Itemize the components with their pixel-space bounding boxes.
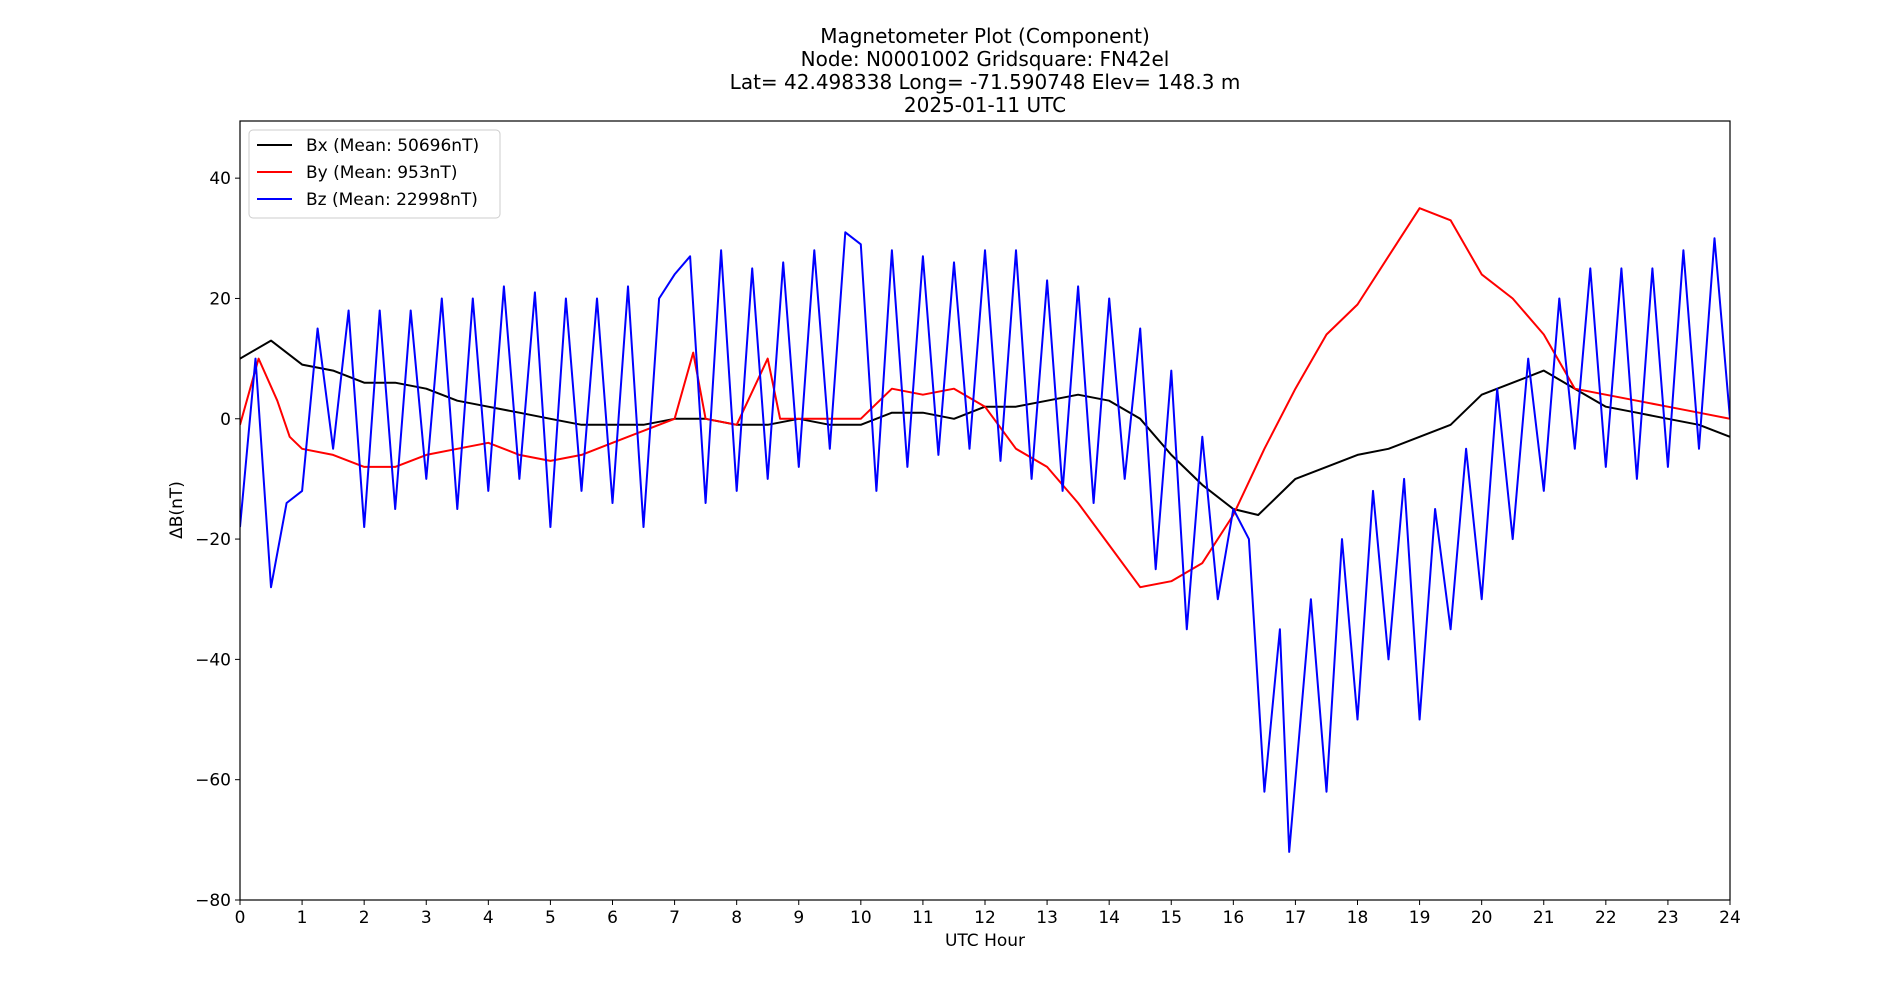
x-tick-label: 10	[850, 908, 872, 928]
x-axis-label: UTC Hour	[945, 931, 1025, 951]
y-tick-label: −20	[195, 530, 231, 550]
x-tick-label: 13	[1036, 908, 1058, 928]
title-line-2: Node: N0001002 Gridsquare: FN42el	[801, 47, 1170, 71]
x-tick-label: 9	[793, 908, 804, 928]
y-tick-label: 40	[209, 169, 231, 189]
x-tick-label: 19	[1409, 908, 1431, 928]
x-tick-label: 7	[669, 908, 680, 928]
legend-entry: Bx (Mean: 50696nT)	[306, 136, 479, 156]
x-tick-label: 12	[974, 908, 996, 928]
x-tick-label: 16	[1223, 908, 1245, 928]
series-line-bz	[240, 231, 1730, 853]
y-tick-label: −80	[195, 891, 231, 911]
x-tick-label: 20	[1471, 908, 1493, 928]
x-tick-label: 11	[912, 908, 934, 928]
y-tick-label: 20	[209, 289, 231, 309]
series-line-bx	[240, 339, 1730, 516]
y-axis-label: ΔB(nT)	[167, 481, 187, 539]
series-line-by	[240, 207, 1730, 589]
x-tick-label: 6	[607, 908, 618, 928]
x-tick-label: 17	[1285, 908, 1307, 928]
chart-title: Magnetometer Plot (Component) Node: N000…	[730, 24, 1241, 117]
x-tick-label: 4	[483, 908, 494, 928]
y-tick-label: 0	[220, 410, 231, 430]
x-tick-label: 23	[1657, 908, 1679, 928]
x-tick-label: 14	[1098, 908, 1120, 928]
x-tick-label: 21	[1533, 908, 1555, 928]
legend: Bx (Mean: 50696nT) By (Mean: 953nT) Bz (Me…	[248, 129, 501, 219]
x-tick-label: 8	[731, 908, 742, 928]
x-tick-label: 0	[235, 908, 246, 928]
legend-entry: Bz (Mean: 22998nT)	[306, 190, 478, 210]
x-tick-label: 3	[421, 908, 432, 928]
legend-box	[248, 129, 501, 219]
y-tick-label: −40	[195, 650, 231, 670]
x-tick-label: 1	[297, 908, 308, 928]
plot-frame	[239, 120, 1731, 901]
y-tick-label: −60	[195, 771, 231, 791]
x-tick-label: 2	[359, 908, 370, 928]
title-line-4: 2025-01-11 UTC	[904, 93, 1066, 117]
x-tick-label: 22	[1595, 908, 1617, 928]
x-tick-label: 15	[1160, 908, 1182, 928]
title-line-1: Magnetometer Plot (Component)	[820, 24, 1150, 48]
legend-entry: By (Mean: 953nT)	[306, 163, 457, 183]
x-tick-label: 24	[1719, 908, 1741, 928]
x-tick-label: 18	[1347, 908, 1369, 928]
title-line-3: Lat= 42.498338 Long= -71.590748 Elev= 14…	[730, 70, 1241, 94]
x-tick-label: 5	[545, 908, 556, 928]
